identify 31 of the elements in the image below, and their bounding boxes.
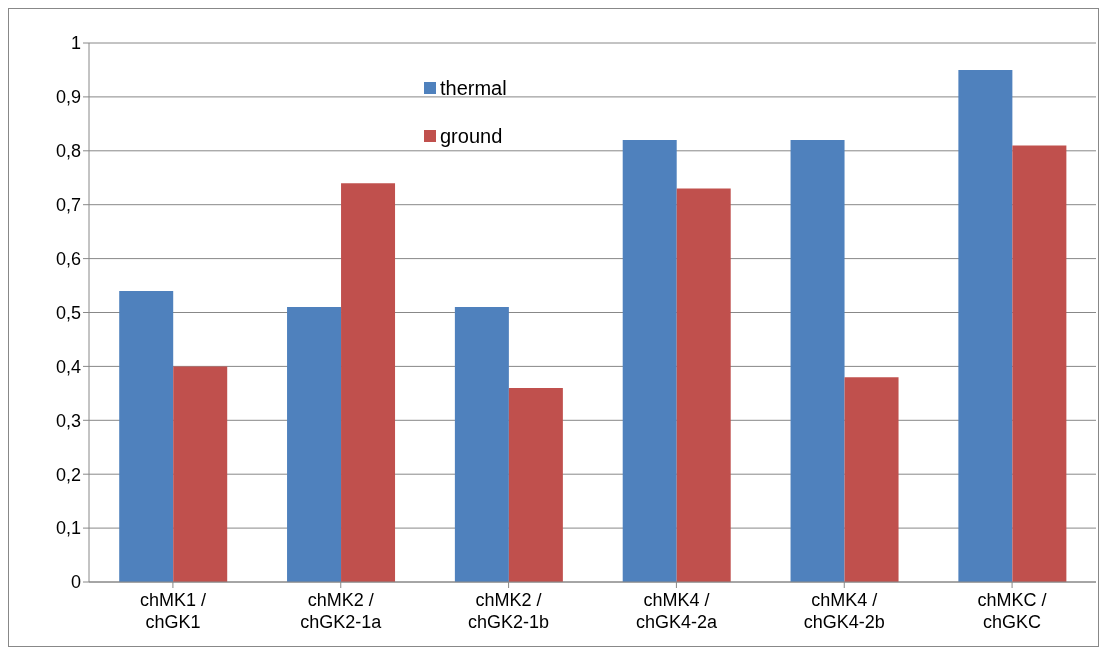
y-tick-label: 0,7 — [55, 195, 81, 216]
bar — [119, 290, 174, 582]
bar — [844, 377, 899, 582]
x-tick-label: chMK2 / chGK2-1a — [300, 590, 383, 632]
x-tick-label: chMKC / chGKC — [977, 590, 1047, 632]
y-tick-label: 0,3 — [55, 410, 81, 431]
legend-label: ground — [440, 124, 503, 148]
bar — [508, 387, 563, 582]
bar — [173, 366, 228, 582]
y-tick-label: 0,6 — [55, 248, 81, 269]
y-tick-label: 0 — [70, 572, 81, 593]
y-tick-label: 0,5 — [55, 302, 81, 323]
x-tick-label: chMK2 / chGK2-1b — [468, 590, 550, 632]
bar — [622, 140, 677, 582]
y-tick-label: 1 — [70, 33, 81, 54]
legend-label: thermal — [440, 76, 507, 100]
bar — [287, 307, 342, 582]
y-tick-label: 0,2 — [55, 464, 81, 485]
x-tick-label: chMK4 / chGK4-2a — [635, 590, 718, 632]
y-tick-label: 0,9 — [55, 87, 81, 108]
bar — [958, 69, 1013, 582]
x-tick-label: chMK4 / chGK4-2b — [803, 590, 885, 632]
y-tick-label: 0,1 — [55, 518, 81, 539]
y-tick-label: 0,8 — [55, 141, 81, 162]
bar — [1012, 145, 1067, 582]
bar — [341, 183, 396, 582]
bar — [676, 188, 731, 582]
bar — [790, 140, 845, 582]
x-tick-label: chMK1 / chGK1 — [139, 590, 206, 632]
y-tick-label: 0,4 — [55, 356, 81, 377]
bar — [454, 307, 509, 582]
